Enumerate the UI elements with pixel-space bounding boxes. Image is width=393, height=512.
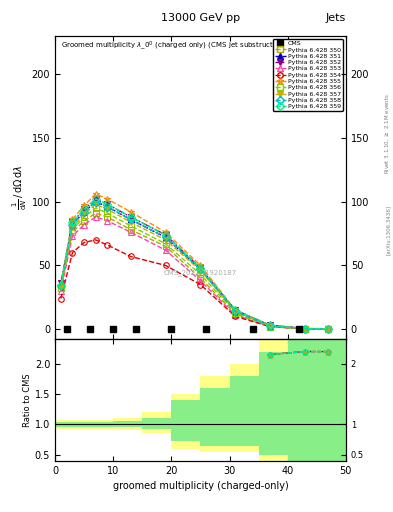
Bar bbox=[55, 419, 84, 429]
Bar bbox=[113, 418, 142, 431]
Bar bbox=[171, 400, 200, 441]
Bar bbox=[142, 418, 171, 429]
Bar bbox=[288, 339, 346, 461]
Text: CMS_2021_I1920187: CMS_2021_I1920187 bbox=[164, 269, 237, 276]
Bar bbox=[259, 352, 288, 455]
Legend: CMS, Pythia 6.428 350, Pythia 6.428 351, Pythia 6.428 352, Pythia 6.428 353, Pyt: CMS, Pythia 6.428 350, Pythia 6.428 351,… bbox=[273, 39, 343, 111]
Text: Rivet 3.1.10, $\geq$ 2.1M events: Rivet 3.1.10, $\geq$ 2.1M events bbox=[384, 93, 391, 174]
Bar bbox=[288, 339, 346, 461]
Bar bbox=[142, 412, 171, 434]
Bar bbox=[200, 388, 230, 445]
Bar bbox=[84, 422, 113, 427]
Text: Jets: Jets bbox=[325, 13, 346, 23]
X-axis label: groomed multiplicity (charged-only): groomed multiplicity (charged-only) bbox=[112, 481, 288, 491]
Y-axis label: $\frac{1}{\mathrm{d}N}\,/\,\mathrm{d}\Omega\,\mathrm{d}\lambda$: $\frac{1}{\mathrm{d}N}\,/\,\mathrm{d}\Om… bbox=[11, 165, 29, 210]
Text: Groomed multiplicity $\lambda\_0^0$ (charged only) (CMS jet substructure): Groomed multiplicity $\lambda\_0^0$ (cha… bbox=[61, 39, 288, 52]
Bar bbox=[113, 421, 142, 428]
Bar bbox=[230, 376, 259, 445]
Bar bbox=[230, 364, 259, 452]
Bar bbox=[84, 419, 113, 429]
Y-axis label: Ratio to CMS: Ratio to CMS bbox=[23, 373, 32, 427]
Text: [arXiv:1306.3436]: [arXiv:1306.3436] bbox=[386, 205, 391, 255]
Bar bbox=[259, 339, 288, 461]
Bar bbox=[55, 422, 84, 427]
Text: 13000 GeV pp: 13000 GeV pp bbox=[161, 13, 240, 23]
Bar bbox=[171, 394, 200, 449]
Bar bbox=[200, 376, 230, 452]
